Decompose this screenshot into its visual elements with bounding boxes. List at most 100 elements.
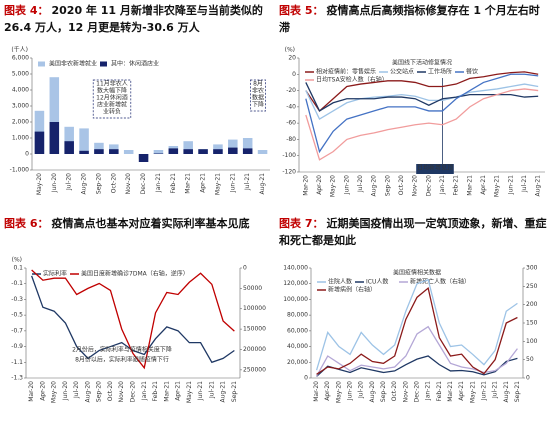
x-tick-label: Jan-21 [155,173,162,193]
unit-label: (千人) [11,46,28,54]
x-tick-label: May-20 [36,173,43,195]
bar [242,148,253,154]
y-tick-label: 100,000 [283,296,308,303]
line [305,82,539,112]
legend-label: 日均TSA安检人数（右轴） [316,76,388,84]
x-tick-label: Jan-21 [425,381,432,401]
figure-title: 图表 5： 疫情高点后高频指标修复存在 1 个月左右时滞 [279,2,547,36]
annotation: 数据 [252,94,264,102]
x-tick-label: Jul-20 [357,175,364,193]
y-tick-label: -0.3 [11,296,23,303]
y-tick-label: -80 [286,136,296,143]
line [305,71,539,112]
x-tick-label: Sep-21 [514,381,521,402]
line [316,286,518,375]
y2-tick-label: 0 [243,265,247,272]
legend-label: 公交站点 [390,68,414,76]
x-tick-label: Jun-20 [51,173,58,193]
y-tick-label: 120,000 [283,280,308,287]
x-tick-label: Nov-20 [118,381,125,403]
unit-label: (%) [285,47,295,54]
x-tick-label: Jun-21 [229,173,236,193]
y-tick-label: -60 [286,120,296,127]
x-tick-label: Feb-21 [152,381,159,402]
y-tick-label: 80,000 [287,312,308,319]
x-tick-label: Nov-20 [412,175,419,197]
y2-tick-label: 250000 [243,366,266,373]
annotation: 下降 [252,101,264,109]
line [305,83,539,120]
legend-label: 美国非农新增就业 [49,60,97,68]
x-tick-label: Feb-21 [436,381,443,402]
annotation-box [416,164,454,174]
bar [79,150,89,154]
x-tick-label: Aug-20 [81,173,88,195]
legend-label: 实际利率 [43,270,67,278]
title: 疫情高点也基本对应着实际利率基本见底 [51,217,250,230]
x-tick-label: May-20 [335,381,342,403]
y-tick-label: 20 [288,55,296,62]
x-tick-label: Feb-21 [453,175,460,196]
y-tick-label: 5,000 [12,71,29,78]
x-tick-label: Apr-21 [458,381,465,401]
y-tick-label: -20 [286,87,296,94]
x-tick-label: Mar-21 [185,173,192,194]
legend-label: 住院人数 [328,278,352,286]
bar [183,149,193,154]
bar [213,149,223,154]
y-tick-label: 0 [25,151,29,158]
x-tick-label: Jul-21 [521,175,528,193]
x-tick-label: Jan-21 [141,381,148,401]
y-tick-label: 2,000 [12,119,29,126]
y-tick-label: -0.7 [11,327,23,334]
x-tick-label: Apr-21 [175,381,182,401]
bar [94,142,104,154]
figure-title: 图表 6： 疫情高点也基本对应着实际利率基本见底 [4,215,272,232]
bar [198,149,208,154]
x-tick-label: Jul-20 [358,381,365,399]
figure-label: 图表 6： [4,217,49,230]
y-tick-label: -0.5 [11,312,23,319]
unit-label: (%) [12,257,22,264]
y-tick-label: -100 [282,152,296,159]
y-tick-label: 140,000 [283,265,308,272]
line [316,325,518,377]
bar [242,138,253,154]
x-tick-label: Sep-20 [384,175,391,196]
x-tick-label: Oct-20 [110,173,117,193]
bar [109,149,119,154]
x-tick-label: Aug-21 [220,381,227,403]
x-tick-label: Aug-20 [371,175,378,197]
line [305,73,539,154]
legend-label: 其中：休闲酒店业 [111,60,159,68]
x-tick-label: Apr-21 [200,173,207,193]
y-tick-label: 3,000 [12,103,29,110]
legend-label: 新增死亡人数（右轴） [410,278,470,286]
annotation: 店业新增就 [97,101,127,109]
annotation: 业转负 [103,108,121,116]
bar [257,150,268,154]
y2-tick-label: 50000 [243,285,262,292]
bar [168,148,179,154]
y-tick-label: -120 [282,169,296,176]
x-tick-label: Sep-20 [95,173,102,194]
y-tick-label: 40,000 [287,343,308,350]
bar [49,122,60,154]
x-tick-label: Mar-20 [313,381,320,402]
bar [123,150,134,154]
x-tick-label: Nov-20 [125,173,132,195]
x-tick-label: Aug-21 [535,175,542,197]
y-tick-label: -0.9 [11,343,23,350]
x-tick-label: May-21 [469,381,476,403]
y2-tick-label: 0 [526,375,530,382]
legend-label: 相对疫情前：零售娱乐 [316,68,376,76]
x-tick-label: Aug-21 [503,381,510,403]
x-tick-label: Oct-20 [107,381,114,401]
x-tick-label: Jun-20 [347,381,354,401]
x-tick-label: Jun-20 [343,175,350,195]
x-tick-label: Jul-21 [244,173,251,191]
annotation: 11月非农人 [96,80,128,88]
line [316,355,518,377]
figure-title: 图表 4： 2020 年 11 月新增非农降至与当前类似的 26.4 万人，12 … [4,2,272,36]
line [31,275,235,364]
